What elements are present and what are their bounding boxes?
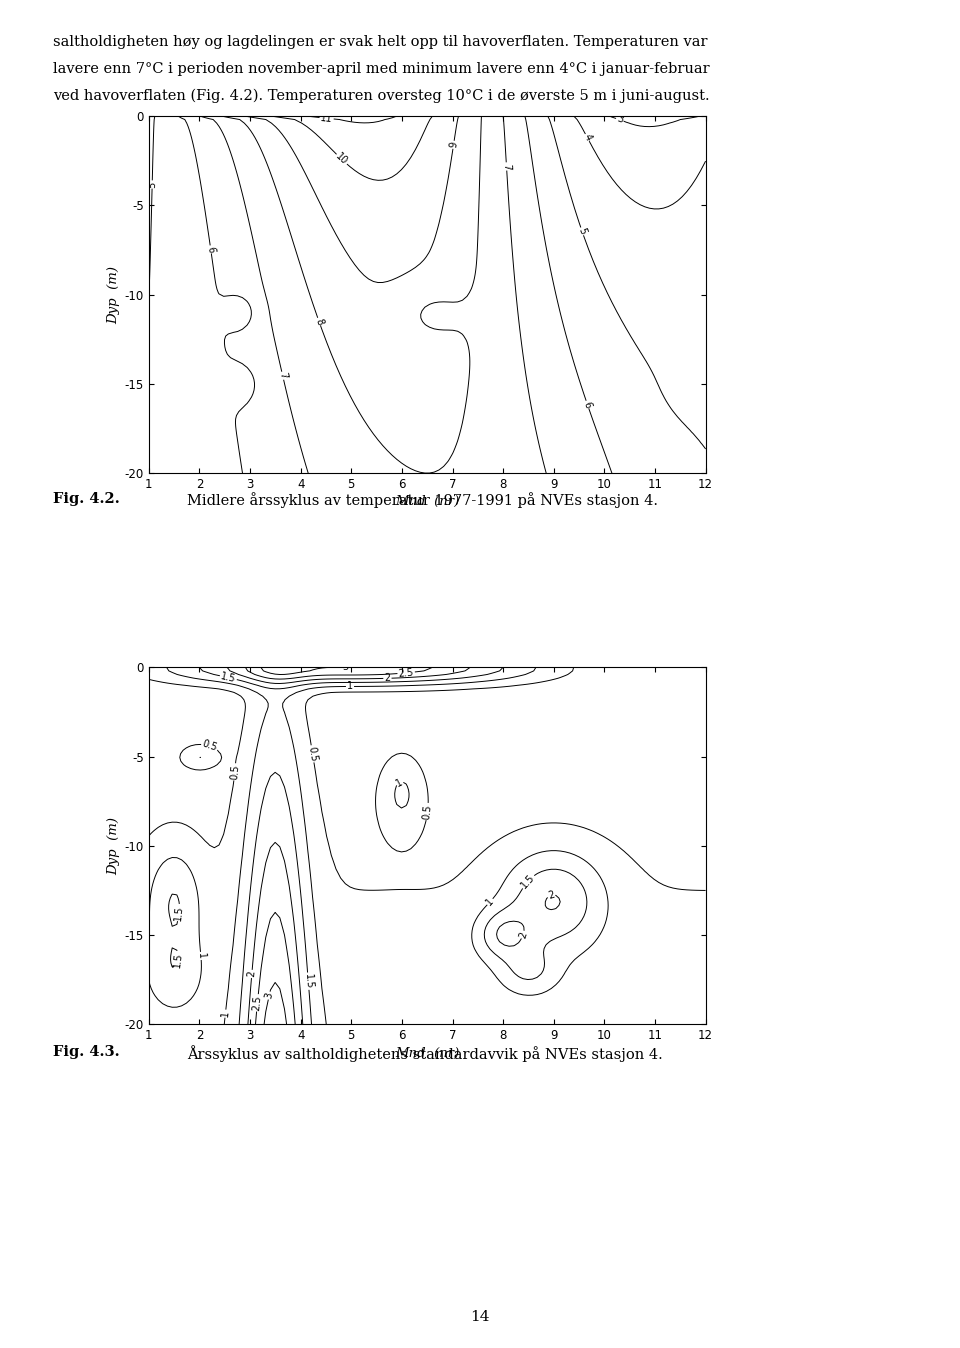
Text: Fig. 4.2.: Fig. 4.2. xyxy=(53,492,120,506)
Text: 2: 2 xyxy=(547,890,556,900)
Text: 14: 14 xyxy=(470,1310,490,1324)
Text: 1.5: 1.5 xyxy=(172,952,183,968)
Text: 1.5: 1.5 xyxy=(302,973,314,989)
Text: ved havoverflaten (Fig. 4.2). Temperaturen oversteg 10°C i de øverste 5 m i juni: ved havoverflaten (Fig. 4.2). Temperatur… xyxy=(53,89,709,104)
Text: 7: 7 xyxy=(501,163,512,170)
Text: 1: 1 xyxy=(484,896,495,907)
Text: 3: 3 xyxy=(343,662,348,673)
Text: 0.5: 0.5 xyxy=(229,764,241,780)
Text: Midlere årssyklus av temperatur 1977-1991 på NVEs stasjon 4.: Midlere årssyklus av temperatur 1977-199… xyxy=(187,492,659,508)
Text: 1: 1 xyxy=(220,1010,230,1018)
Text: 0.5: 0.5 xyxy=(201,739,219,754)
Text: Årssyklus av saltholdighetens standardavvik på NVEs stasjon 4.: Årssyklus av saltholdighetens standardav… xyxy=(187,1045,663,1062)
Text: 1: 1 xyxy=(395,776,405,789)
Text: 5: 5 xyxy=(147,181,157,187)
Text: 10: 10 xyxy=(334,151,349,167)
X-axis label: Mnd  (nr): Mnd (nr) xyxy=(396,1046,459,1060)
Y-axis label: Dyp  (m): Dyp (m) xyxy=(108,817,121,875)
Y-axis label: Dyp  (m): Dyp (m) xyxy=(108,266,121,324)
Text: saltholdigheten høy og lagdelingen er svak helt opp til havoverflaten. Temperatu: saltholdigheten høy og lagdelingen er sv… xyxy=(53,35,708,49)
Text: 4: 4 xyxy=(582,132,593,143)
Text: 1.5: 1.5 xyxy=(174,905,185,921)
Text: 7: 7 xyxy=(277,372,288,380)
Text: 1: 1 xyxy=(347,682,353,692)
Text: 9: 9 xyxy=(448,142,459,148)
Text: 3: 3 xyxy=(615,113,625,125)
Text: 2: 2 xyxy=(247,971,257,977)
Text: 1.5: 1.5 xyxy=(519,872,537,891)
Text: 11: 11 xyxy=(320,113,333,124)
Text: 5: 5 xyxy=(576,226,588,236)
Text: 6: 6 xyxy=(582,400,593,408)
Text: 3: 3 xyxy=(264,992,275,1000)
Text: 8: 8 xyxy=(313,317,324,326)
Text: 0.5: 0.5 xyxy=(421,803,434,820)
Text: 1: 1 xyxy=(196,953,206,960)
Text: 0.5: 0.5 xyxy=(306,745,319,762)
Text: 2: 2 xyxy=(517,930,529,940)
Text: 2.5: 2.5 xyxy=(252,995,263,1011)
Text: 2.5: 2.5 xyxy=(398,667,415,678)
Text: 2: 2 xyxy=(384,673,391,683)
Text: Fig. 4.3.: Fig. 4.3. xyxy=(53,1045,119,1058)
Text: lavere enn 7°C i perioden november-april med minimum lavere enn 4°C i januar-feb: lavere enn 7°C i perioden november-april… xyxy=(53,62,709,75)
X-axis label: Mnd  (nr): Mnd (nr) xyxy=(396,495,459,508)
Text: 1.5: 1.5 xyxy=(220,671,237,685)
Text: 6: 6 xyxy=(205,245,216,253)
